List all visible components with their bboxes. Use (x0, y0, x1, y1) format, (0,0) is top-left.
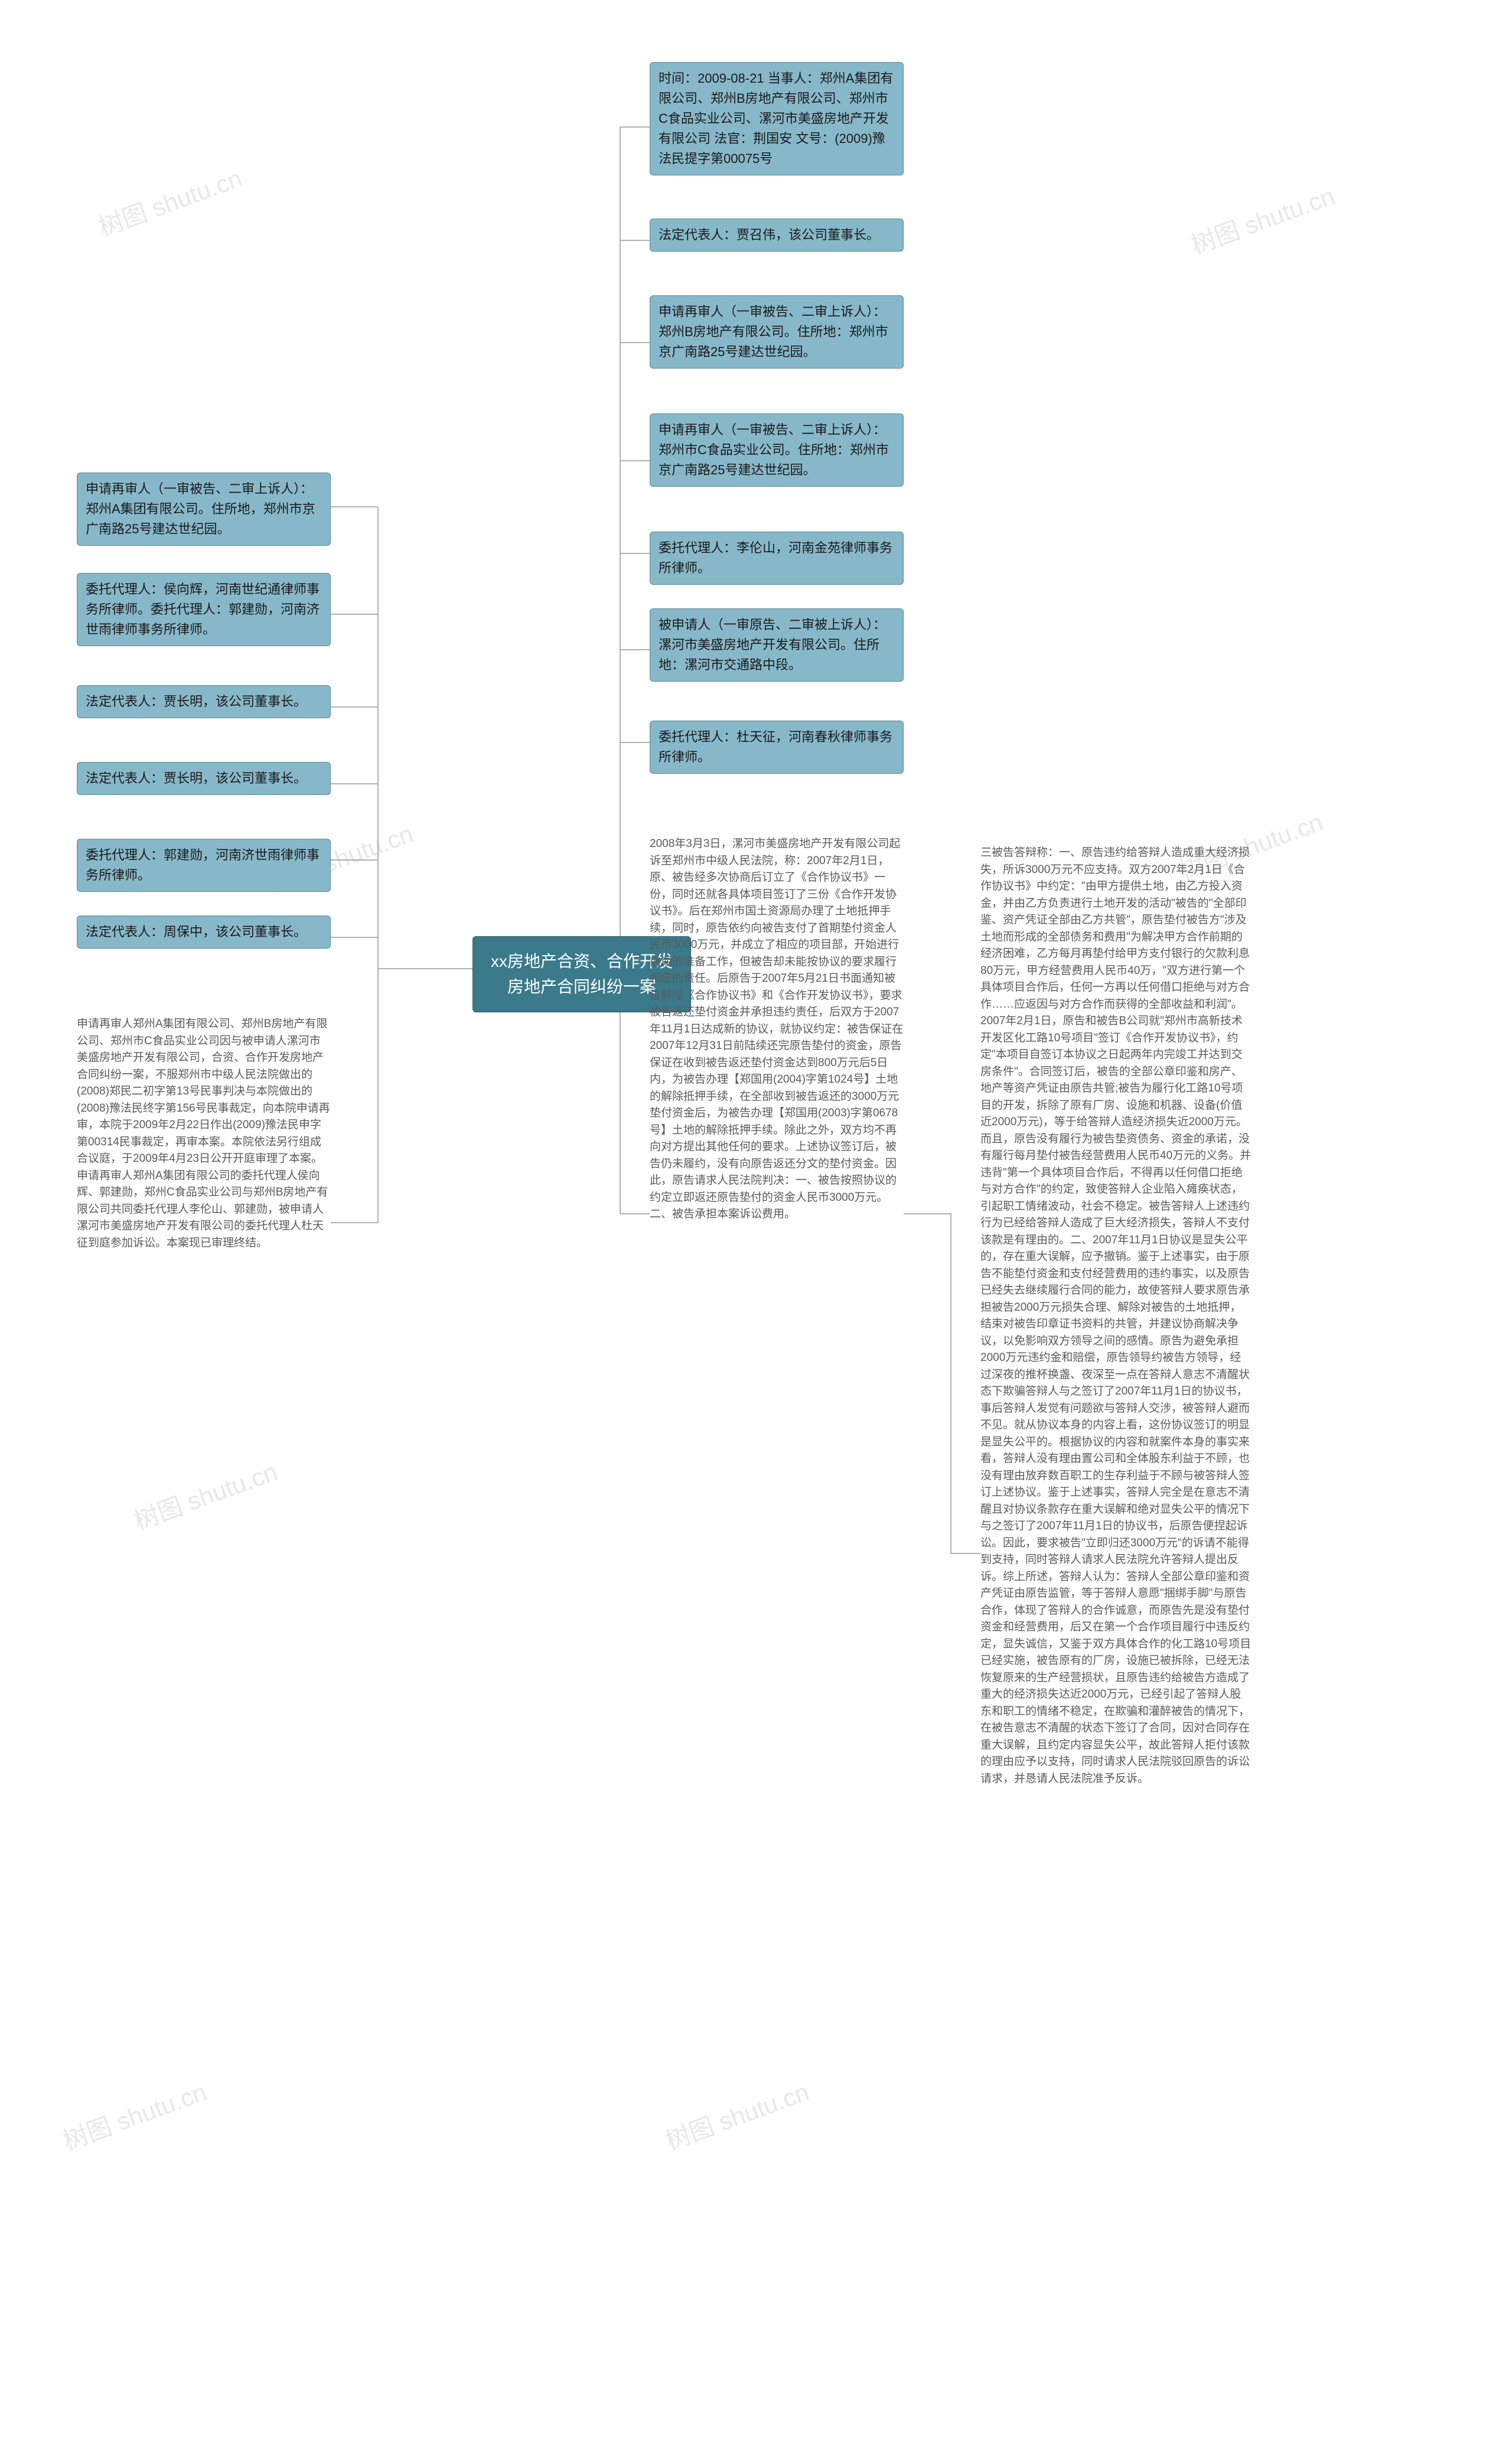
left-node: 委托代理人：郭建勋，河南济世雨律师事务所律师。 (77, 839, 331, 892)
left-node: 法定代表人：周保中，该公司董事长。 (77, 916, 331, 949)
right-node: 委托代理人：杜天征，河南春秋律师事务所律师。 (650, 721, 904, 774)
right-node: 法定代表人：贾召伟，该公司董事长。 (650, 219, 904, 252)
middle-plain-text: 2008年3月3日，漯河市美盛房地产开发有限公司起诉至郑州市中级人民法院，称：2… (650, 836, 904, 1223)
watermark: 树图 shutu.cn (660, 2072, 813, 2157)
right-node: 时间：2009-08-21 当事人：郑州A集团有限公司、郑州B房地产有限公司、郑… (650, 62, 904, 175)
right-node: 委托代理人：李伦山，河南金苑律师事务所律师。 (650, 532, 904, 585)
right-node: 被申请人（一审原告、二审被上诉人）：漯河市美盛房地产开发有限公司。住所地：漯河市… (650, 608, 904, 682)
watermark: 树图 shutu.cn (93, 158, 246, 243)
right-plain-text: 三被告答辩称：一、原告违约给答辩人造成重大经济损失，所诉3000万元不应支持。双… (980, 845, 1252, 1787)
watermark: 树图 shutu.cn (57, 2072, 211, 2157)
watermark: 树图 shutu.cn (128, 1452, 282, 1537)
left-plain-text: 申请再审人郑州A集团有限公司、郑州B房地产有限公司、郑州市C食品实业公司因与被申… (77, 1016, 331, 1252)
watermark: 树图 shutu.cn (1185, 176, 1339, 261)
left-node: 委托代理人：侯向辉，河南世纪通律师事务所律师。委托代理人：郭建勋，河南济世雨律师… (77, 573, 331, 646)
right-node: 申请再审人（一审被告、二审上诉人）：郑州B房地产有限公司。住所地：郑州市京广南路… (650, 295, 904, 369)
left-node: 申请再审人（一审被告、二审上诉人）：郑州A集团有限公司。住所地，郑州市京广南路2… (77, 473, 331, 546)
right-node: 申请再审人（一审被告、二审上诉人）：郑州市C食品实业公司。住所地：郑州市京广南路… (650, 413, 904, 487)
left-node: 法定代表人：贾长明，该公司董事长。 (77, 685, 331, 718)
left-node: 法定代表人：贾长明，该公司董事长。 (77, 762, 331, 795)
